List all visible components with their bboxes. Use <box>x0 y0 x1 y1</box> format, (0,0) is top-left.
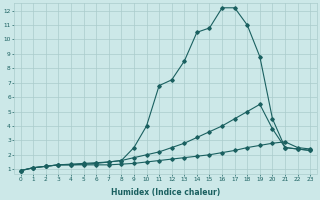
X-axis label: Humidex (Indice chaleur): Humidex (Indice chaleur) <box>111 188 220 197</box>
